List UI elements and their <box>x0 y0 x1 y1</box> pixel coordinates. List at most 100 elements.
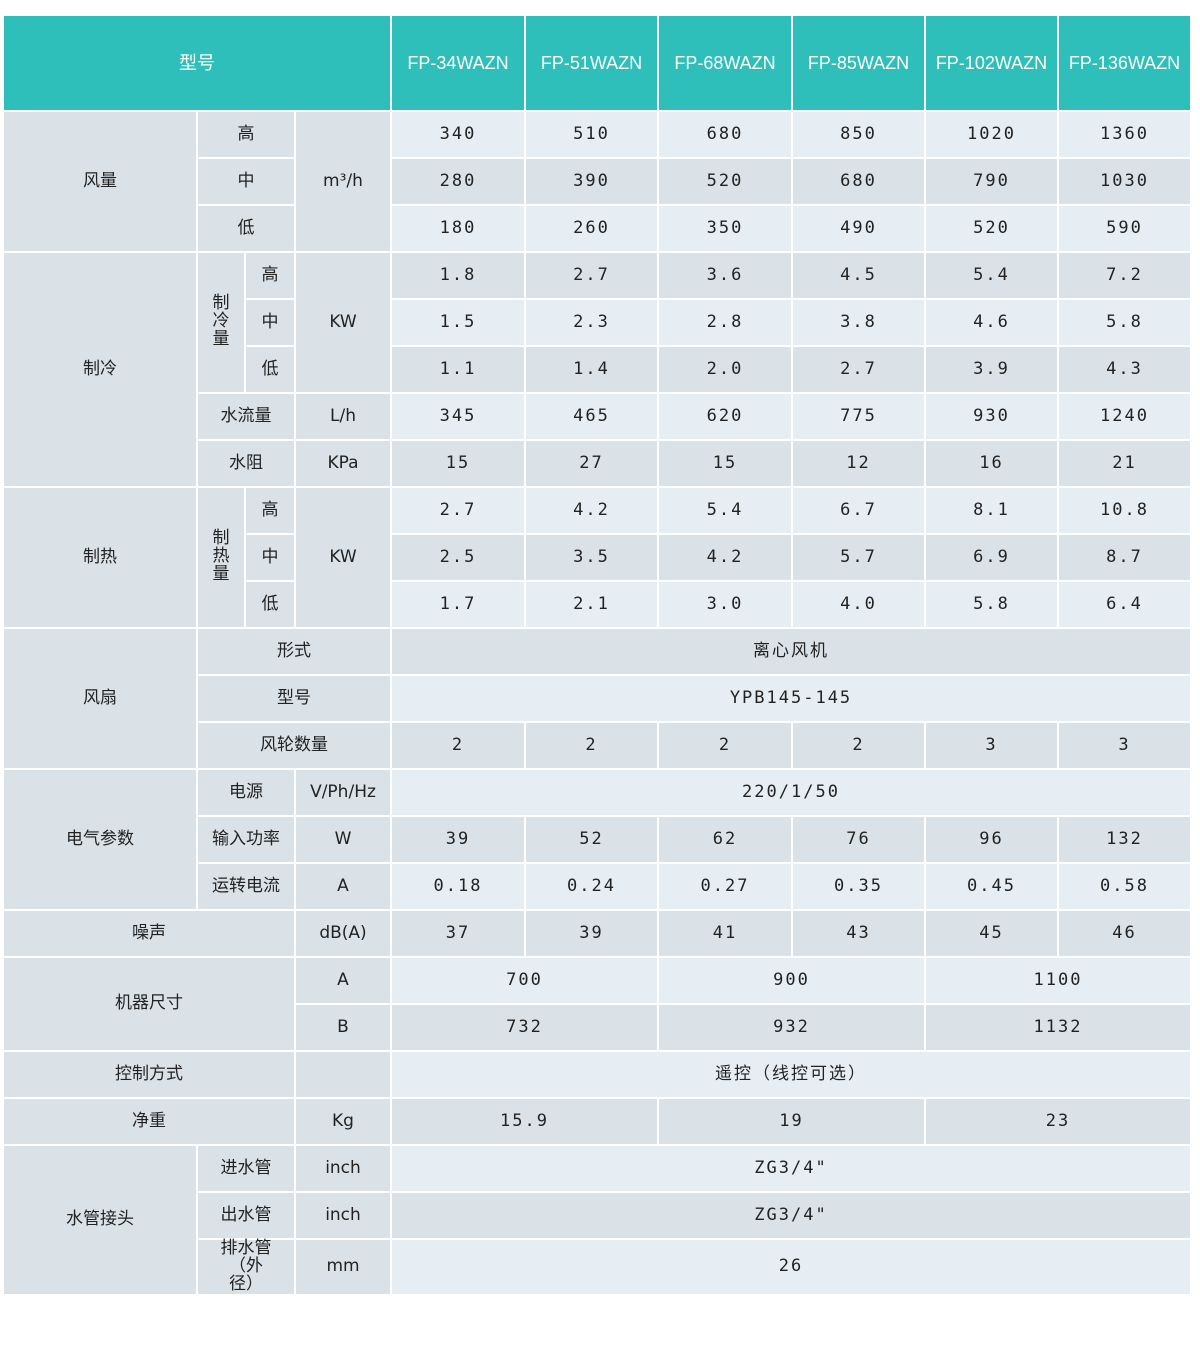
value-cell: 5.4 <box>924 251 1059 300</box>
header-model: FP-34WAZN <box>390 14 526 112</box>
value-cell: 1.5 <box>390 298 526 347</box>
value-cell: 3 <box>1057 721 1192 770</box>
sub-label: 出水管 <box>196 1191 296 1240</box>
header-row: 型号 FP-34WAZN FP-51WAZN FP-68WAZN FP-85WAZN FP… <box>2 14 1192 112</box>
table-row: 风扇 形式 离心风机 <box>2 627 1192 770</box>
unit-label: B <box>294 1003 392 1052</box>
sub-label: 形式 <box>196 627 392 676</box>
value-cell: 620 <box>657 392 793 441</box>
value-cell: 27 <box>524 439 659 488</box>
sub-label: 运转电流 <box>196 862 296 911</box>
value-cell: 21 <box>1057 439 1192 488</box>
value-cell: 1.4 <box>524 345 659 394</box>
value-cell: 0.45 <box>924 862 1059 911</box>
value-cell: 3.0 <box>657 580 793 629</box>
value-cell: 3 <box>924 721 1059 770</box>
value-cell: 52 <box>524 815 659 864</box>
table-row: 中 280 390 520 680 790 1030 <box>3 157 1192 206</box>
table-row: 风量高 m³/h 340 510 680 850 1020 1360 <box>2 110 1192 253</box>
sub-label: 制热量 <box>196 486 246 629</box>
unit-label <box>294 1050 392 1099</box>
value-cell: 590 <box>1057 204 1192 253</box>
section-label: 电气参数 <box>2 768 198 911</box>
value-cell: 4.0 <box>791 580 926 629</box>
sub-label-text: 制热量 <box>212 528 230 585</box>
header-model: FP-136WAZN <box>1057 14 1192 112</box>
section-label: 净重 <box>2 1097 296 1146</box>
table-row: 出水管 inch ZG3/4" <box>3 1191 1192 1240</box>
value-cell: 930 <box>924 392 1059 441</box>
value-cell: 132 <box>1057 815 1192 864</box>
section-label: 机器尺寸 <box>2 956 296 1052</box>
value-cell: 2 <box>390 721 526 770</box>
sub-label: 水阻 <box>196 439 296 488</box>
table-row: 制热 制热量高 KW 2.7 4.2 5.4 6.7 8.1 10.8 <box>2 486 1192 629</box>
value-cell: YPB145-145 <box>390 674 1192 723</box>
value-cell: 4.2 <box>657 533 793 582</box>
header-model: FP-85WAZN <box>791 14 926 112</box>
unit-label: L/h <box>294 392 392 441</box>
value-cell: 2.0 <box>657 345 793 394</box>
value-cell: 345 <box>390 392 526 441</box>
value-cell: 220/1/50 <box>390 768 1192 817</box>
value-cell: 390 <box>524 157 659 206</box>
value-cell: 510 <box>524 110 659 159</box>
table-row: 机器尺寸 A 700 900 1100 <box>2 956 1192 1052</box>
section-label: 制冷 <box>2 251 198 488</box>
header-model-label: 型号 <box>2 14 392 112</box>
value-cell: 4.5 <box>791 251 926 300</box>
value-cell: ZG3/4" <box>390 1191 1192 1240</box>
value-cell: 932 <box>657 1003 926 1052</box>
sub-label-text: 制冷量 <box>212 293 230 350</box>
value-cell: 6.7 <box>791 486 926 535</box>
section-label: 风量 <box>2 110 198 253</box>
section-label: 风扇 <box>2 627 198 770</box>
table-row: 制冷 制冷量高 KW 1.8 2.7 3.6 4.5 5.4 7.2 <box>2 251 1192 488</box>
value-cell: 5.4 <box>657 486 793 535</box>
value-cell: 1132 <box>924 1003 1192 1052</box>
value-cell: 41 <box>657 909 793 958</box>
unit-label: W <box>294 815 392 864</box>
table-row: 电气参数 电源 V/Ph/Hz 220/1/50 <box>2 768 1192 911</box>
value-cell: 280 <box>390 157 526 206</box>
value-cell: 465 <box>524 392 659 441</box>
value-cell: 3.9 <box>924 345 1059 394</box>
sub-label: 排水管（外径） <box>196 1237 296 1297</box>
value-cell: 19 <box>657 1097 926 1146</box>
value-cell: 15 <box>657 439 793 488</box>
value-cell: 2.7 <box>524 251 659 300</box>
value-cell: 732 <box>390 1003 659 1052</box>
value-cell: 900 <box>657 956 926 1005</box>
table-row: 水阻 KPa 15 27 15 12 16 21 <box>3 439 1192 488</box>
value-cell: 8.1 <box>924 486 1059 535</box>
sub-label: 水流量 <box>196 392 296 441</box>
value-cell: 45 <box>924 909 1059 958</box>
table-row: 低 1.7 2.1 3.0 4.0 5.8 6.4 <box>3 580 1192 629</box>
header-model: FP-68WAZN <box>657 14 793 112</box>
value-cell: 12 <box>791 439 926 488</box>
value-cell: 62 <box>657 815 793 864</box>
value-cell: 2.8 <box>657 298 793 347</box>
level-label: 高 <box>244 486 296 535</box>
value-cell: 1.7 <box>390 580 526 629</box>
sub-label: 电源 <box>196 768 296 817</box>
table-row: 低 1.1 1.4 2.0 2.7 3.9 4.3 <box>3 345 1192 394</box>
value-cell: 2.5 <box>390 533 526 582</box>
value-cell: 0.18 <box>390 862 526 911</box>
value-cell: 2 <box>791 721 926 770</box>
value-cell: 4.2 <box>524 486 659 535</box>
value-cell: 15.9 <box>390 1097 659 1146</box>
table-row: B 732 932 1132 <box>3 1003 1192 1052</box>
value-cell: 2 <box>657 721 793 770</box>
value-cell: 37 <box>390 909 526 958</box>
unit-label: m³/h <box>294 110 392 253</box>
level-label: 中 <box>244 533 296 582</box>
value-cell: 23 <box>924 1097 1192 1146</box>
header-model: FP-102WAZN <box>924 14 1059 112</box>
value-cell: 76 <box>791 815 926 864</box>
unit-label: Kg <box>294 1097 392 1146</box>
value-cell: 775 <box>791 392 926 441</box>
section-label: 水管接头 <box>2 1143 198 1297</box>
value-cell: 1020 <box>924 110 1059 159</box>
section-label: 控制方式 <box>2 1050 296 1099</box>
